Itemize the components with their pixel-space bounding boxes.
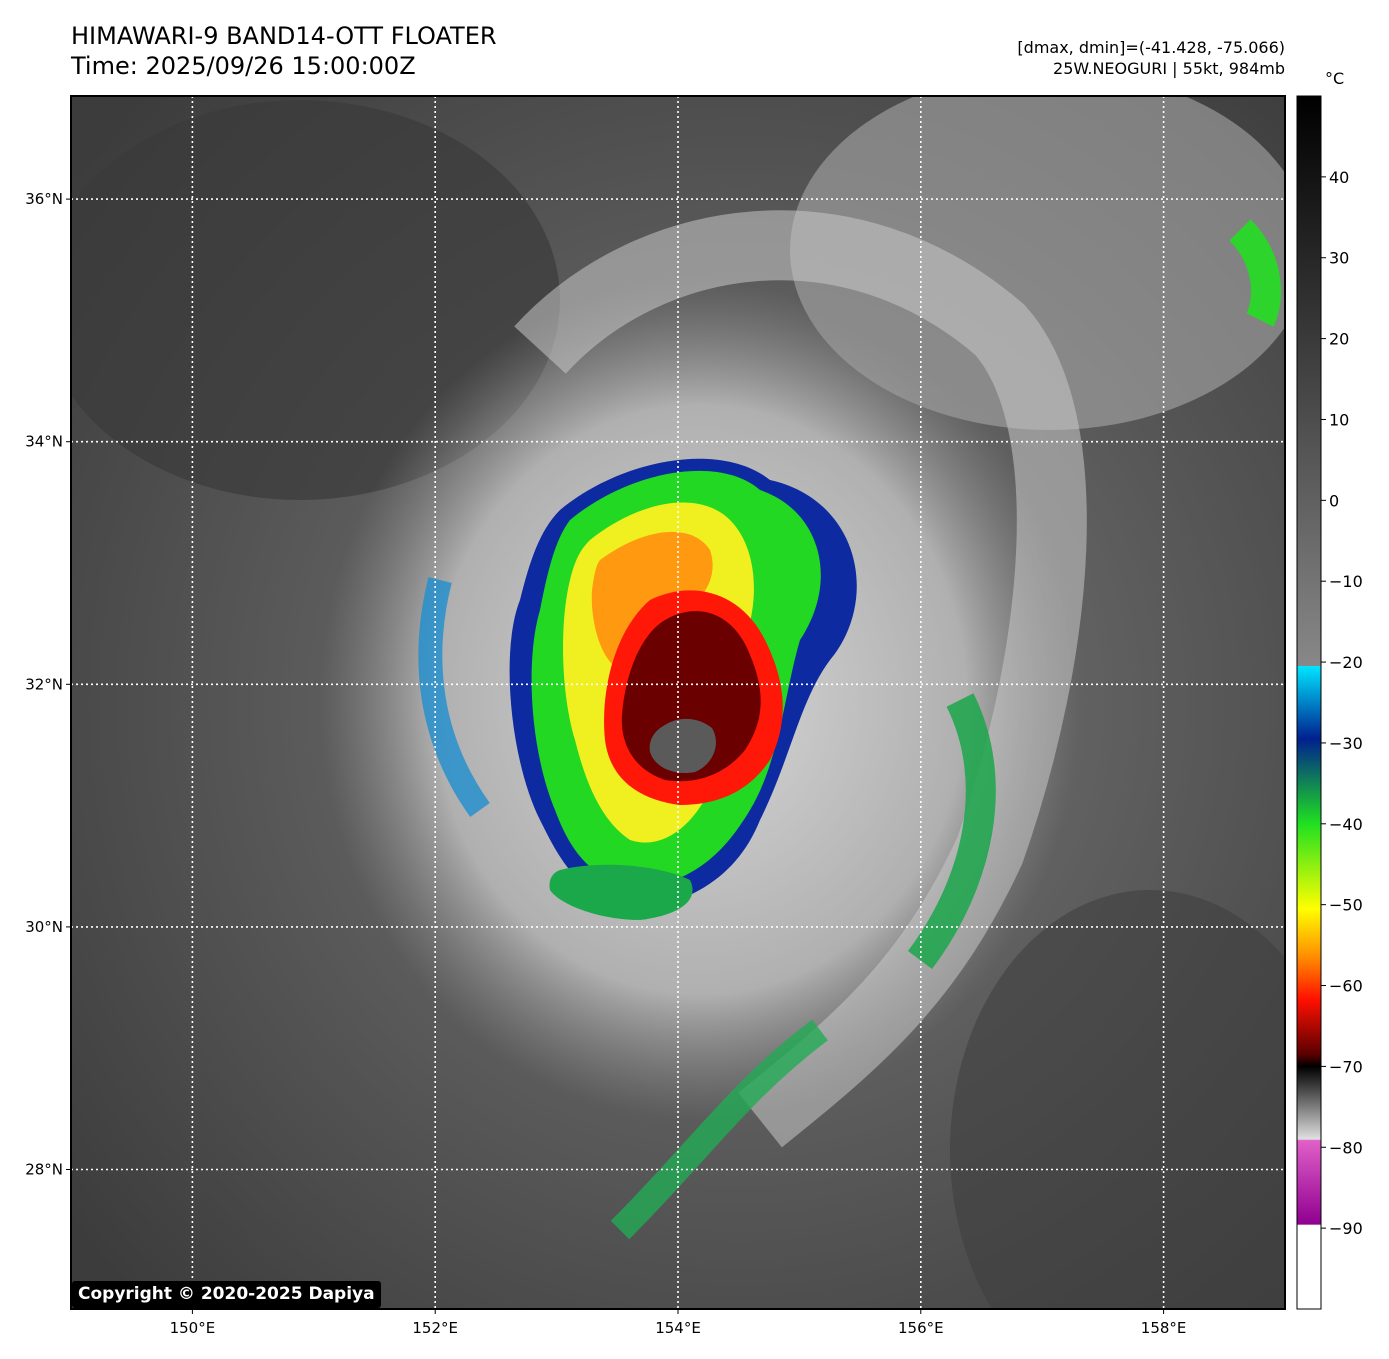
colorbar-tick-label: 40	[1329, 168, 1349, 187]
storm-info: 25W.NEOGURI | 55kt, 984mb	[1053, 59, 1285, 78]
convective-band	[907, 693, 996, 969]
colorbar-ticks: 40 30 20 10 0 −10 −20 −30 −40 −50 −60 −70 −80 −90	[1321, 168, 1363, 1238]
latitude-ticks: 28°N 30°N 32°N 34°N 36°N	[25, 190, 71, 1179]
colorbar-tick-label: −90	[1329, 1219, 1363, 1238]
chart-title: HIMAWARI-9 BAND14-OTT FLOATER	[71, 22, 497, 50]
colorbar-tick-label: −10	[1329, 572, 1363, 591]
lon-tick-label: 152°E	[412, 1319, 458, 1337]
convective-band	[418, 577, 490, 817]
colorbar-tick-label: −40	[1329, 815, 1363, 834]
dry-air-region	[950, 890, 1285, 1309]
lat-tick-label: 34°N	[25, 433, 63, 451]
dmax-dmin-readout: [dmax, dmin]=(-41.428, -75.066)	[1017, 38, 1285, 57]
colorbar-tick-label: −30	[1329, 734, 1363, 753]
colorbar	[1296, 95, 1322, 1310]
colorbar-tick-label: 20	[1329, 330, 1349, 349]
lat-tick-label: 32°N	[25, 675, 63, 693]
lon-tick-label: 154°E	[655, 1319, 701, 1337]
spiral-band	[514, 210, 1087, 1148]
lat-tick-label: 36°N	[25, 190, 63, 208]
copyright-label: Copyright © 2020-2025 Dapiya	[72, 1281, 381, 1308]
colorbar-tick-label: −50	[1329, 896, 1363, 915]
coldest-cloud-top	[649, 718, 716, 774]
lat-tick-label: 28°N	[25, 1161, 63, 1179]
cloud-top-green	[549, 864, 693, 920]
colorbar-tick-label: −20	[1329, 653, 1363, 672]
colorbar-tick-label: −70	[1329, 1057, 1363, 1076]
convective-cell	[1228, 219, 1281, 327]
lon-tick-label: 156°E	[898, 1319, 944, 1337]
lat-lon-grid	[71, 96, 1285, 1309]
lon-tick-label: 158°E	[1141, 1319, 1187, 1337]
colorbar-tick-label: −80	[1329, 1138, 1363, 1157]
colorbar-tick-label: 30	[1329, 249, 1349, 268]
longitude-ticks: 150°E 152°E 154°E 156°E 158°E	[170, 1309, 1187, 1337]
convective-band	[610, 1019, 828, 1240]
cloud-band	[790, 96, 1285, 430]
colorbar-unit: °C	[1325, 69, 1344, 88]
colorbar-tick-label: 0	[1329, 491, 1339, 510]
lat-tick-label: 30°N	[25, 918, 63, 936]
colorbar-tick-label: 10	[1329, 410, 1349, 429]
colorbar-tick-label: −60	[1329, 977, 1363, 996]
lon-tick-label: 150°E	[170, 1319, 216, 1337]
timestamp: Time: 2025/09/26 15:00:00Z	[71, 52, 416, 80]
ir-imagery	[71, 96, 1285, 1309]
